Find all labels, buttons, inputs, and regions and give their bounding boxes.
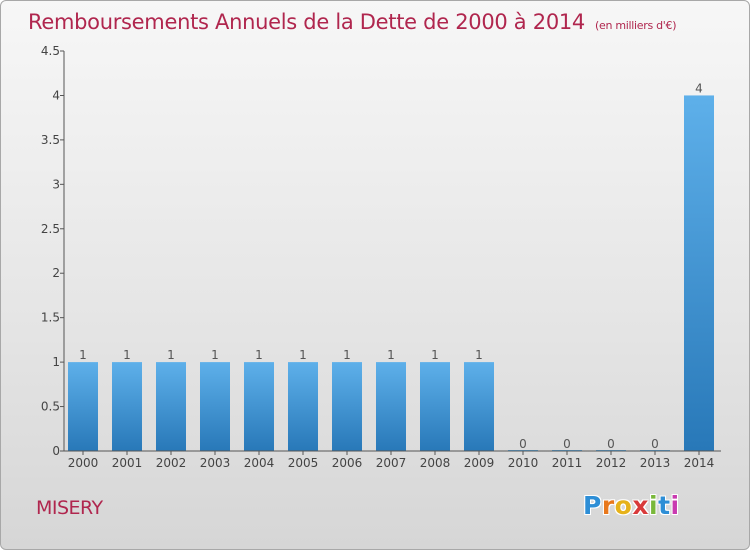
value-label-2012: 0 — [607, 437, 615, 451]
value-label-2009: 1 — [475, 348, 483, 362]
bar-2006 — [332, 362, 362, 451]
value-label-2013: 0 — [651, 437, 659, 451]
x-tick-label-2002: 2002 — [156, 456, 187, 470]
x-tick-label-2003: 2003 — [200, 456, 231, 470]
value-label-2010: 0 — [519, 437, 527, 451]
value-label-2008: 1 — [431, 348, 439, 362]
x-tick-label-2008: 2008 — [420, 456, 451, 470]
value-label-2007: 1 — [387, 348, 395, 362]
bar-2001 — [112, 362, 142, 451]
value-label-2002: 1 — [167, 348, 175, 362]
y-tick-label: 4.5 — [41, 44, 60, 58]
bar-2004 — [244, 362, 274, 451]
value-label-2006: 1 — [343, 348, 351, 362]
value-label-2014: 4 — [695, 81, 703, 95]
x-tick-label-2012: 2012 — [596, 456, 627, 470]
y-tick-label: 4 — [52, 88, 60, 102]
bar-2002 — [156, 362, 186, 451]
value-label-2005: 1 — [299, 348, 307, 362]
y-tick-label: 0 — [52, 444, 60, 458]
x-tick-label-2006: 2006 — [332, 456, 363, 470]
logo-letter: x — [632, 491, 649, 520]
x-tick-label-2011: 2011 — [552, 456, 583, 470]
value-label-2003: 1 — [211, 348, 219, 362]
y-tick-label: 2.5 — [41, 222, 60, 236]
logo-letter: t — [658, 491, 671, 520]
x-tick-label-2010: 2010 — [508, 456, 539, 470]
bar-2005 — [288, 362, 318, 451]
logo-letter: P — [583, 491, 602, 520]
x-tick-label-2007: 2007 — [376, 456, 407, 470]
x-tick-label-2009: 2009 — [464, 456, 495, 470]
y-tick-label: 1.5 — [41, 311, 60, 325]
y-tick-label: 3.5 — [41, 133, 60, 147]
y-tick-label: 3 — [52, 177, 60, 191]
x-tick-label-2013: 2013 — [640, 456, 671, 470]
bar-2009 — [464, 362, 494, 451]
value-label-2011: 0 — [563, 437, 571, 451]
chart-title: Remboursements Annuels de la Dette de 20… — [28, 10, 676, 34]
y-tick-label: 0.5 — [41, 400, 60, 414]
unit-note: (en milliers d'€) — [595, 19, 677, 32]
commune-name: MISERY — [36, 497, 103, 519]
bar-2008 — [420, 362, 450, 451]
x-tick-label-2005: 2005 — [288, 456, 319, 470]
x-tick-label-2014: 2014 — [684, 456, 715, 470]
proxiti-logo: Proxiti — [583, 491, 680, 520]
bars-layer: 1 1 1 1 1 1 1 1 1 1 0 0 0 0 4 — [68, 81, 714, 451]
bar-2007 — [376, 362, 406, 451]
bar-2014 — [684, 95, 714, 451]
logo-letter: r — [601, 491, 615, 520]
x-tick-label-2001: 2001 — [112, 456, 143, 470]
y-tick-label: 1 — [52, 355, 60, 369]
bar-2003 — [200, 362, 230, 451]
title-text: Remboursements Annuels de la Dette de 20… — [28, 10, 585, 34]
bar-2000 — [68, 362, 98, 451]
logo-letter: o — [614, 491, 633, 520]
value-label-2004: 1 — [255, 348, 263, 362]
x-tick-label-2004: 2004 — [244, 456, 275, 470]
value-label-2000: 1 — [79, 348, 87, 362]
logo-letter: i — [649, 491, 659, 520]
axis-layer: 0 0.5 1 1.5 2 2.5 3 3.5 4 4.5 2000 2001 2002 2003 2004… — [41, 44, 721, 470]
x-tick-label-2000: 2000 — [68, 456, 99, 470]
logo-letter: i — [670, 491, 680, 520]
y-tick-label: 2 — [52, 266, 60, 280]
value-label-2001: 1 — [123, 348, 131, 362]
